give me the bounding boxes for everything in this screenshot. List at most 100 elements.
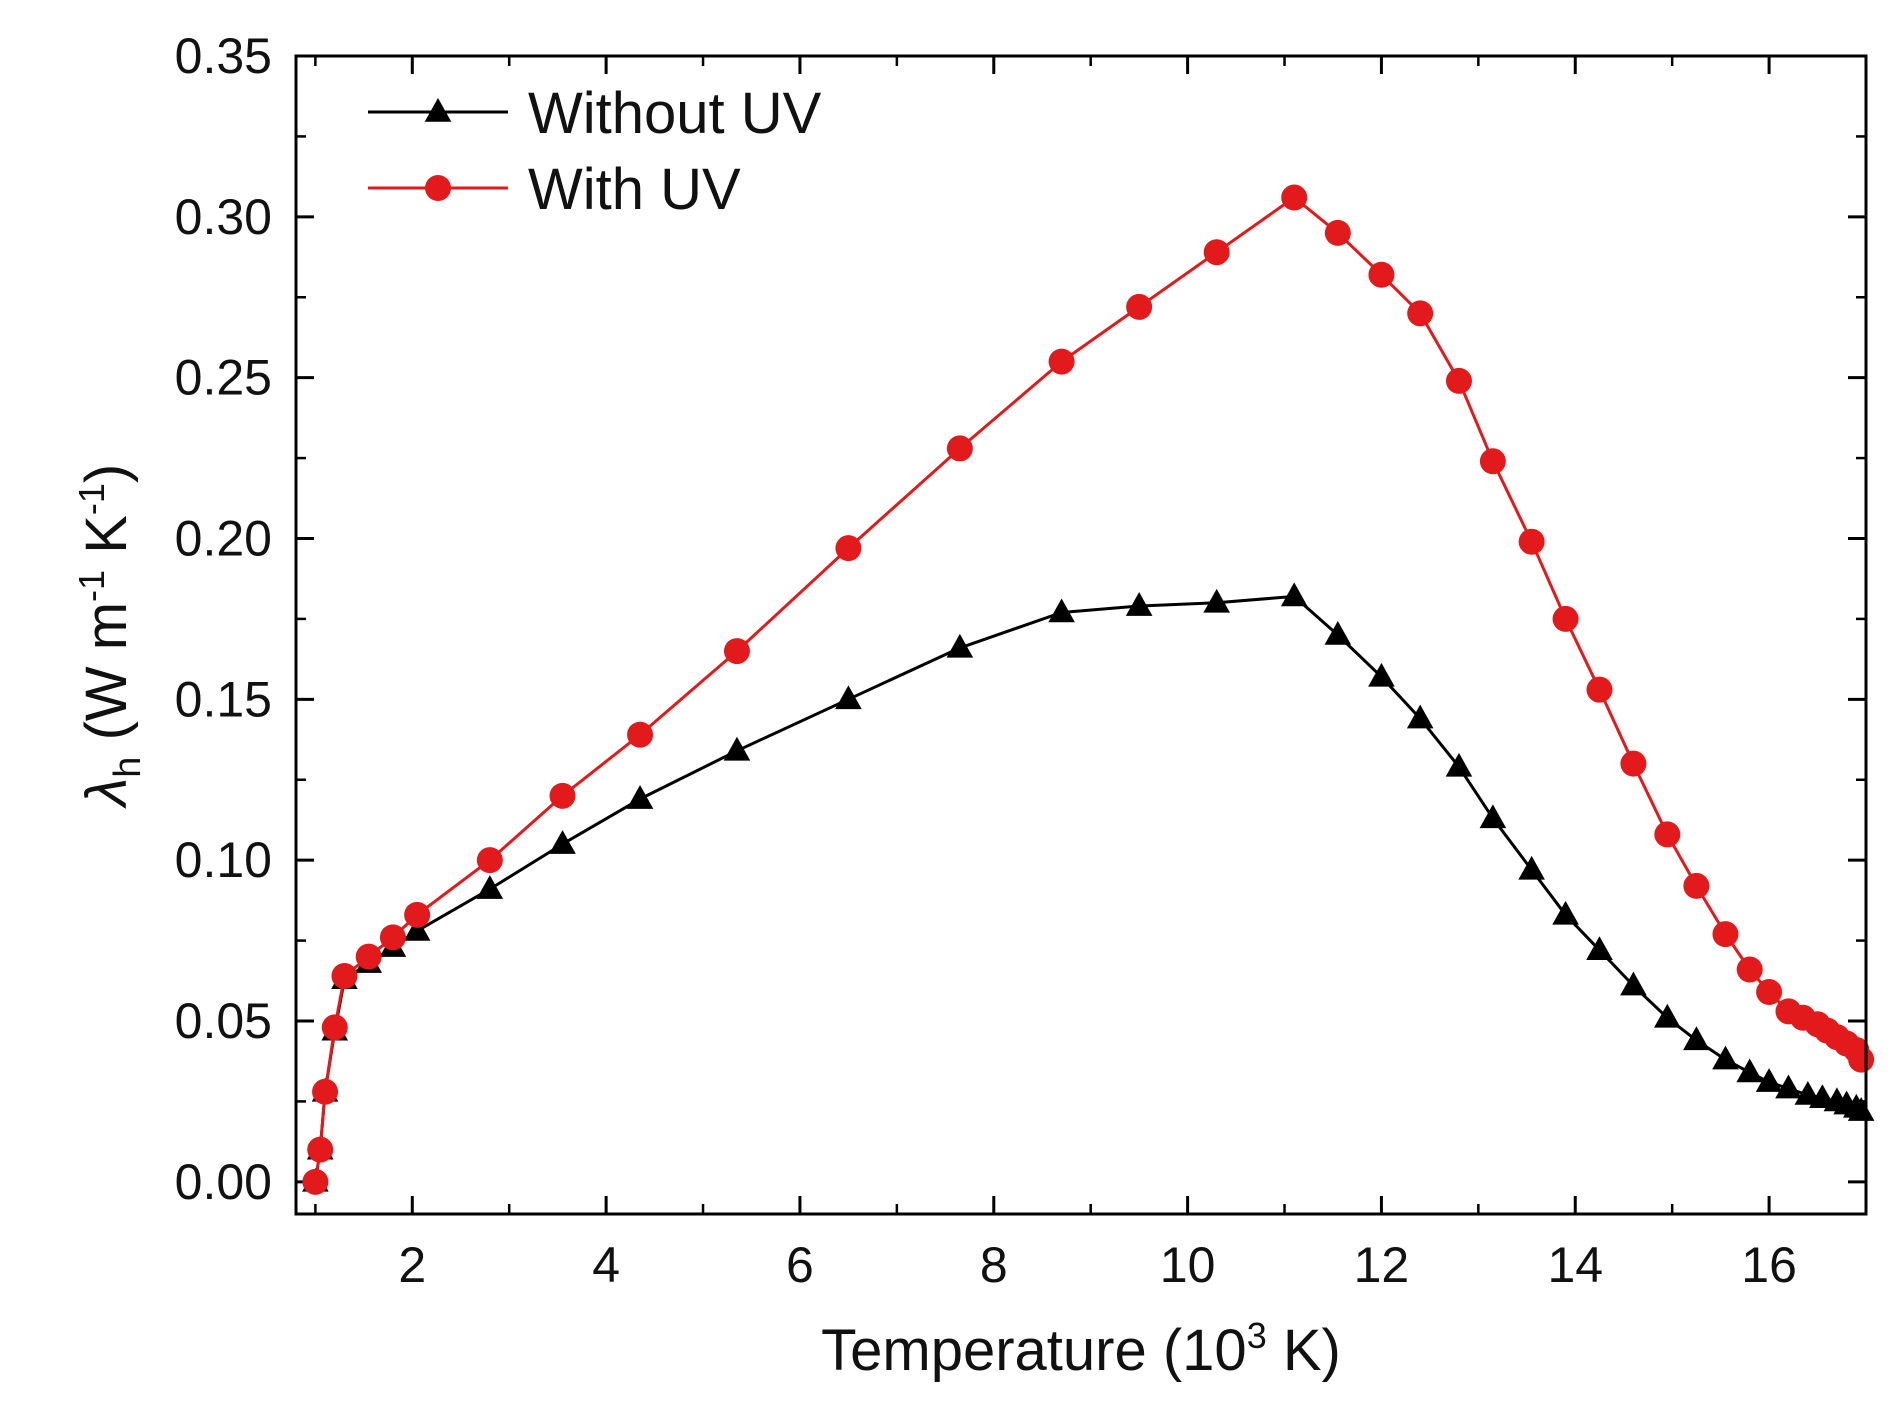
- data-point: [1683, 872, 1710, 899]
- x-tick-label: 4: [592, 1237, 620, 1293]
- legend-entry-with-uv: With UV: [368, 157, 741, 222]
- data-point: [1848, 1046, 1875, 1073]
- y-tick-label: 0.20: [175, 511, 272, 567]
- y-tick-label: 0.30: [175, 189, 272, 245]
- data-point: [1755, 1068, 1783, 1092]
- x-axis-title: Temperature (103 K): [821, 1315, 1341, 1383]
- data-point: [1280, 582, 1308, 607]
- legend-entry-without-uv: Without UV: [368, 81, 822, 146]
- plot-area: [294, 54, 1875, 1216]
- data-point: [1479, 448, 1506, 475]
- data-point: [1048, 348, 1075, 375]
- data-point: [549, 830, 576, 854]
- data-point: [1654, 821, 1681, 848]
- y-axis-title-sub: h: [107, 757, 149, 778]
- data-point: [1324, 621, 1352, 645]
- series-with-uv: [302, 184, 1875, 1195]
- plot-frame: [294, 54, 1868, 1216]
- data-point: [331, 962, 358, 989]
- x-tick-label: 6: [786, 1237, 814, 1293]
- data-point: [355, 943, 382, 970]
- data-point: [1203, 239, 1230, 266]
- data-point: [1736, 956, 1763, 983]
- x-tick-label: 16: [1741, 1237, 1797, 1293]
- data-point: [627, 721, 654, 748]
- x-tick-label: 12: [1354, 1237, 1410, 1293]
- data-point: [946, 435, 973, 462]
- data-point: [1445, 367, 1472, 394]
- data-point: [1048, 598, 1075, 623]
- x-tick-label: 2: [398, 1237, 426, 1293]
- data-point: [835, 685, 862, 710]
- data-point: [723, 638, 750, 665]
- y-axis-title-open: (W m: [74, 602, 139, 757]
- legend-marker-with-uv: [425, 175, 451, 201]
- data-point: [307, 1136, 334, 1163]
- data-point: [1518, 528, 1545, 555]
- y-axis-title: λh (W m-1 K-1): [71, 464, 149, 809]
- y-axis-title-sup1: -1: [71, 570, 112, 602]
- y-tick-label: 0.15: [175, 671, 272, 727]
- y-axis-title-mid: K: [74, 515, 139, 570]
- data-point: [626, 785, 654, 809]
- data-point: [1203, 588, 1230, 613]
- data-point: [1654, 1003, 1681, 1028]
- data-point: [1126, 293, 1153, 320]
- data-point: [1518, 855, 1545, 880]
- data-point: [946, 633, 974, 658]
- x-tick-label: 8: [980, 1237, 1008, 1293]
- data-point: [1281, 184, 1308, 211]
- data-point: [1479, 804, 1507, 829]
- data-point: [1712, 921, 1739, 948]
- y-axis-title-sup2: -1: [71, 483, 112, 515]
- legend-label-without-uv: Without UV: [528, 81, 822, 146]
- legend-marker-without-uv: [424, 98, 452, 122]
- data-point: [476, 875, 504, 899]
- x-tick-label: 10: [1160, 1237, 1216, 1293]
- data-point: [723, 736, 751, 761]
- data-point: [1586, 936, 1613, 961]
- data-point: [1368, 261, 1395, 288]
- data-point: [1407, 300, 1434, 327]
- y-tick-label: 0.10: [175, 832, 272, 888]
- data-point: [302, 1168, 329, 1195]
- data-point: [1683, 1026, 1710, 1051]
- data-point: [1620, 750, 1647, 777]
- data-point: [1847, 1097, 1875, 1121]
- data-point: [1756, 979, 1783, 1006]
- y-axis-title-close: ): [74, 464, 139, 483]
- data-point: [312, 1078, 339, 1105]
- data-point: [1445, 752, 1473, 777]
- y-axis-title-symbol: λ: [74, 778, 139, 810]
- x-tick-label: 14: [1547, 1237, 1603, 1293]
- data-point: [549, 782, 576, 809]
- x-axis-title-tail: K): [1267, 1318, 1341, 1383]
- data-point: [1324, 219, 1351, 246]
- data-point: [1775, 1074, 1802, 1099]
- y-tick-label: 0.05: [175, 993, 272, 1049]
- data-point: [835, 535, 862, 562]
- data-point: [476, 847, 503, 874]
- legend-label-with-uv: With UV: [528, 157, 741, 222]
- x-tick-labels: 2 4 6 8 10 12 14 16: [398, 1237, 1797, 1293]
- data-point: [1552, 605, 1579, 632]
- data-point: [1368, 662, 1395, 687]
- data-point: [321, 1014, 348, 1041]
- data-point: [1125, 592, 1153, 616]
- data-point: [404, 901, 431, 928]
- data-point: [403, 916, 431, 941]
- data-point: [1586, 676, 1613, 703]
- data-point: [1736, 1058, 1764, 1083]
- axis-ticks: [296, 54, 1868, 1214]
- legend: Without UV With UV: [368, 81, 822, 222]
- data-point: [1552, 900, 1579, 925]
- x-axis-title-sup: 3: [1247, 1315, 1267, 1356]
- y-tick-label: 0.25: [175, 350, 272, 406]
- data-point: [379, 924, 406, 951]
- y-tick-label: 0.35: [175, 28, 272, 84]
- y-tick-label: 0.00: [175, 1154, 272, 1210]
- x-axis-title-main: Temperature (10: [821, 1318, 1247, 1383]
- data-point: [1712, 1045, 1739, 1070]
